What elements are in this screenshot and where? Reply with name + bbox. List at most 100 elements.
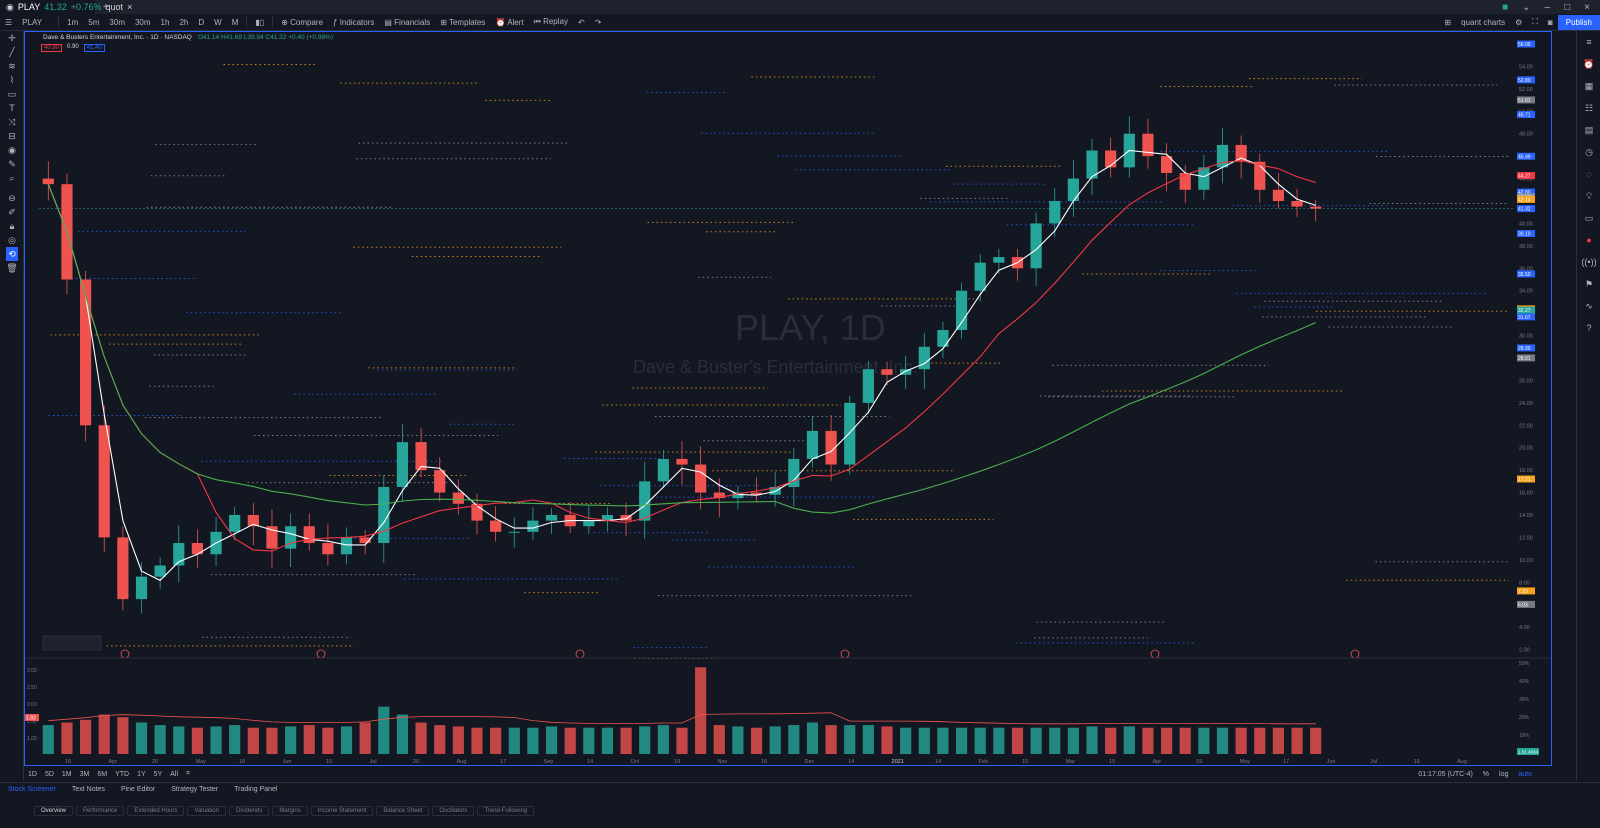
clock-icon[interactable]: ◷	[1585, 146, 1593, 157]
close-window-icon[interactable]: ×	[1584, 1, 1590, 13]
undo-icon[interactable]: ↶	[577, 17, 585, 27]
calendar-icon[interactable]: ▤	[1584, 124, 1594, 135]
redo-icon[interactable]: ↷	[594, 17, 602, 27]
range-3m[interactable]: 3M	[79, 770, 90, 778]
interval-2h[interactable]: 2h	[179, 17, 189, 27]
filter-oscillators[interactable]: Oscillators	[432, 806, 475, 816]
interval-d[interactable]: D	[198, 17, 205, 27]
symbol-search[interactable]: PLAY	[22, 17, 43, 27]
candle-body	[191, 543, 204, 555]
alerts-icon[interactable]: ⏰	[1583, 58, 1595, 69]
range-ytd[interactable]: YTD	[115, 770, 130, 778]
range-1m[interactable]: 1M	[61, 770, 72, 778]
forecast-icon[interactable]: ⤨	[8, 116, 16, 127]
magnet-icon[interactable]: ⊖	[8, 192, 16, 203]
crosshair-icon[interactable]: ✛	[8, 32, 16, 43]
fib-icon[interactable]: ≋	[8, 60, 16, 71]
tab-strategy-tester[interactable]: Strategy Tester	[171, 786, 219, 793]
compare-button[interactable]: ⊕ Compare	[281, 17, 324, 27]
pattern-icon[interactable]: ⌇	[9, 74, 15, 85]
auto-toggle[interactable]: auto	[1518, 770, 1532, 778]
filter-valuation[interactable]: Valuation	[187, 806, 226, 816]
filter-performance[interactable]: Performance	[76, 806, 125, 816]
menu-icon[interactable]: ☰	[5, 17, 13, 27]
data-window-icon[interactable]: ▦	[1584, 80, 1594, 91]
volume-bar	[769, 726, 781, 754]
notification-icon[interactable]: ●	[1586, 235, 1592, 245]
sync-drawing-icon[interactable]: ⟲	[6, 247, 18, 261]
trendline-icon[interactable]: ╱	[9, 46, 15, 57]
percent-toggle[interactable]: %	[1482, 770, 1490, 778]
range-1y[interactable]: 1Y	[137, 770, 146, 778]
text-icon[interactable]: T	[9, 103, 15, 113]
streams-icon[interactable]: ((•))	[1581, 257, 1597, 267]
layout-name[interactable]: quant charts	[1461, 17, 1506, 27]
time-tick-label: Apr	[1153, 759, 1162, 765]
publish-button[interactable]: Publish	[1557, 14, 1600, 30]
filter-overview[interactable]: Overview	[34, 806, 74, 816]
interval-30m-b[interactable]: 30m	[134, 17, 151, 27]
interval-5m[interactable]: 5m	[88, 17, 100, 27]
range-all[interactable]: All	[170, 770, 179, 778]
tab-pine-editor[interactable]: Pine Editor	[120, 786, 156, 793]
range-6m[interactable]: 6M	[97, 770, 108, 778]
filter-dividends[interactable]: Dividends	[228, 806, 270, 816]
tab-trading-panel[interactable]: Trading Panel	[234, 786, 278, 793]
goto-date-icon[interactable]: ⌗	[186, 770, 190, 777]
replay-button[interactable]: ⏮ Replay	[533, 17, 568, 26]
profile-icon[interactable]: ■	[1502, 1, 1509, 13]
chart-type-icon[interactable]: ▮▯	[255, 17, 265, 27]
filter-income-statement[interactable]: Income Statement	[310, 806, 374, 816]
performance-icon[interactable]: ∿	[1585, 300, 1593, 311]
filter-trend-following[interactable]: Trend-Following	[477, 806, 535, 816]
measure-icon[interactable]: ⊟	[8, 130, 16, 141]
tab-text-notes[interactable]: Text Notes	[71, 786, 105, 793]
volume-bar	[1198, 727, 1210, 754]
watchlist-icon[interactable]: ≡	[1586, 37, 1592, 47]
financials-button[interactable]: ▤ Financials	[384, 17, 431, 27]
settings-icon[interactable]: ⚙	[1515, 17, 1523, 27]
filter-extended-hours[interactable]: Extended Hours	[127, 806, 185, 816]
range-5y[interactable]: 5Y	[153, 770, 163, 778]
maximize-icon[interactable]: □	[1564, 1, 1571, 13]
trash-icon[interactable]: 🗑︎	[6, 262, 18, 273]
ruler-icon[interactable]: ✎	[8, 158, 16, 169]
new-tab-icon[interactable]: +	[103, 1, 109, 13]
hide-icon[interactable]: ◎	[8, 234, 16, 245]
interval-30m-a[interactable]: 30m	[109, 17, 125, 27]
camera-icon[interactable]: ◙	[1547, 17, 1553, 27]
interval-1h[interactable]: 1h	[160, 17, 170, 27]
rectangle-icon[interactable]: ▭	[7, 88, 17, 99]
chart-tab[interactable]: ◉ PLAY 41.32 +0.76% quot ×	[0, 0, 132, 14]
templates-button[interactable]: ⊞ Templates	[440, 17, 486, 27]
price-chart[interactable]: 54.0052.0050.0048.0046.0044.0042.0040.00…	[25, 32, 1551, 765]
range-5d[interactable]: 5D	[44, 770, 54, 778]
layout-icon[interactable]: ⊞	[1444, 17, 1452, 27]
hotlist-icon[interactable]: ☷	[1584, 102, 1594, 113]
indicators-button[interactable]: ƒ Indicators	[333, 17, 375, 27]
lock-icon[interactable]: 🔒︎	[9, 220, 15, 231]
chevron-down-icon[interactable]: ⌄	[1522, 1, 1531, 13]
chat-icon[interactable]: ▭	[1584, 212, 1594, 223]
eye-icon[interactable]: ◉	[8, 144, 16, 155]
log-toggle[interactable]: log	[1499, 770, 1509, 778]
ideas-icon[interactable]: ◌	[1586, 169, 1592, 179]
clock-readout[interactable]: 01:17:05 (UTC-4)	[1418, 770, 1473, 778]
stay-in-drawing-icon[interactable]: ✐	[8, 206, 16, 217]
interval-1m[interactable]: 1m	[67, 17, 79, 27]
filter-balance-sheet[interactable]: Balance Sheet	[376, 806, 430, 816]
chart-area[interactable]: PLAY, 1D Dave & Buster's Entertainment, …	[24, 31, 1552, 766]
depth-icon[interactable]: ⚑	[1584, 278, 1594, 289]
range-1d[interactable]: 1D	[28, 770, 37, 778]
filter-margins[interactable]: Margins	[272, 806, 308, 816]
minimize-icon[interactable]: –	[1544, 1, 1551, 13]
close-tab-icon[interactable]: ×	[127, 2, 133, 12]
help-icon[interactable]: ?	[1586, 323, 1592, 333]
alert-button[interactable]: ⏰ Alert	[495, 17, 524, 27]
interval-m[interactable]: M	[231, 17, 239, 27]
zoom-icon[interactable]: ⌕	[9, 172, 15, 183]
tab-stock-screener[interactable]: Stock Screener	[8, 786, 56, 793]
bulb-icon[interactable]: 💡︎	[1585, 190, 1593, 201]
interval-w[interactable]: W	[214, 17, 222, 27]
fullscreen-icon[interactable]: ⛶	[1532, 17, 1538, 26]
